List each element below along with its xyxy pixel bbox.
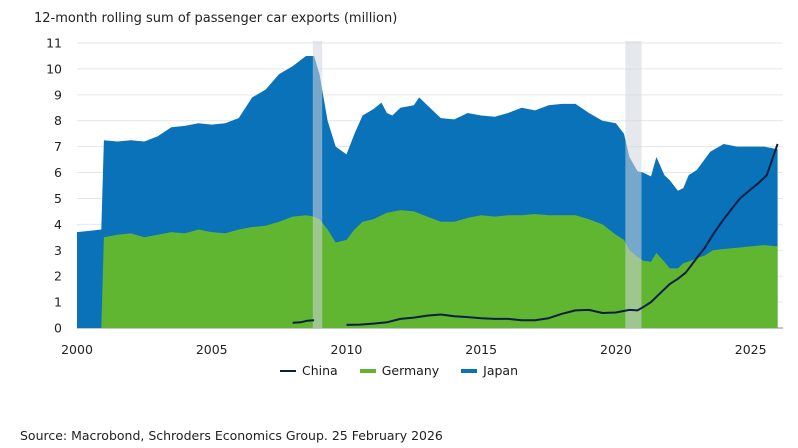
y-tick-label: 10 — [46, 61, 62, 76]
x-tick-label: 2025 — [735, 342, 767, 357]
lines — [292, 143, 779, 326]
y-tick-label: 6 — [54, 165, 62, 180]
recession-bands — [312, 41, 642, 328]
y-tick-label: 1 — [54, 295, 62, 310]
y-tick-label: 5 — [54, 191, 62, 206]
x-tick-label: 2010 — [331, 342, 363, 357]
legend-swatch-japan — [461, 368, 478, 373]
legend-item-japan: Japan — [461, 363, 518, 378]
y-tick-label: 2 — [54, 269, 62, 284]
y-tick-label: 0 — [54, 321, 62, 336]
recession-band-2 — [625, 41, 642, 328]
legend-label-china: China — [301, 363, 338, 378]
areas — [77, 56, 778, 328]
tick-labels: 0 1 2 3 4 5 6 7 8 9 10 11 2000 2005 2010 2015 2020 2025 — [46, 36, 766, 358]
y-tick-label: 7 — [54, 139, 62, 154]
x-tick-label: 2015 — [465, 342, 497, 357]
legend-item-china: China — [279, 363, 338, 378]
chart-plot: 0 1 2 3 4 5 6 7 8 9 10 11 2000 2005 2010 2015 2020 2025 — [46, 36, 783, 358]
chart-title: 12-month rolling sum of passenger car ex… — [34, 11, 398, 26]
x-tick-label: 2020 — [600, 342, 632, 357]
line-china-segment-2 — [346, 143, 779, 326]
legend-label-japan: Japan — [483, 363, 519, 378]
line-china-segment-1 — [292, 319, 315, 324]
legend-swatch-germany — [359, 368, 376, 373]
area-germany — [77, 210, 778, 328]
y-tick-label: 9 — [54, 87, 62, 102]
y-tick-label: 8 — [54, 113, 62, 128]
recession-band-1 — [312, 41, 323, 328]
legend-label-germany: Germany — [381, 363, 440, 378]
y-tick-label: 3 — [54, 243, 62, 258]
x-tick-label: 2005 — [196, 342, 228, 357]
y-tick-label: 11 — [46, 36, 62, 51]
y-tick-label: 4 — [54, 217, 62, 232]
legend: China Germany Japan — [0, 363, 798, 378]
x-tick-label: 2000 — [61, 342, 93, 357]
legend-item-germany: Germany — [359, 363, 440, 378]
source-note: Source: Macrobond, Schroders Economics G… — [20, 428, 443, 443]
legend-swatch-china — [279, 369, 296, 372]
